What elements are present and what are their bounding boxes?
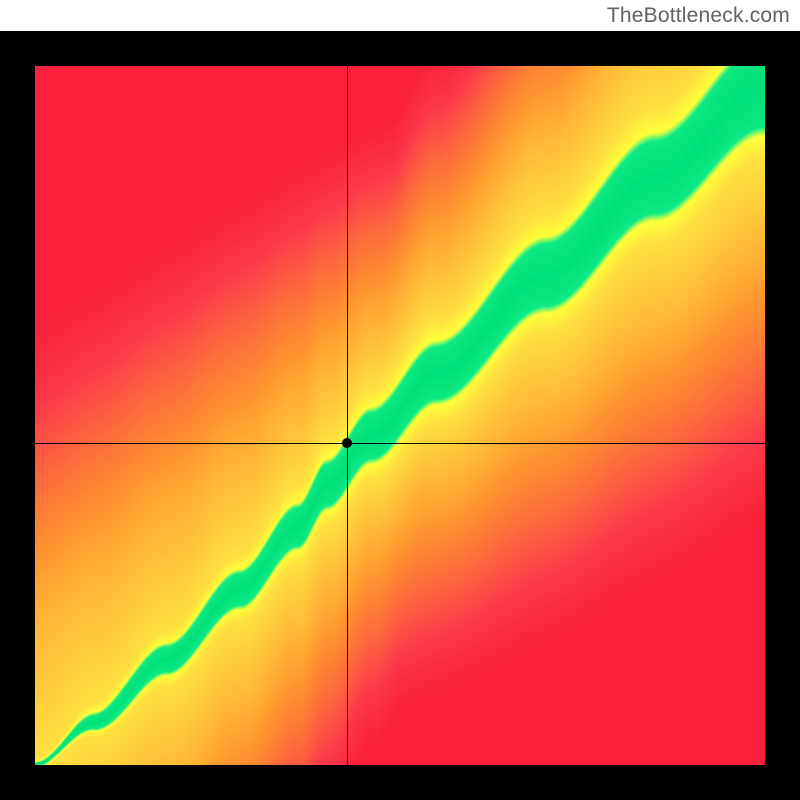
attribution-text: TheBottleneck.com: [607, 4, 790, 28]
crosshair-horizontal: [35, 443, 765, 444]
heatmap-canvas: [35, 66, 765, 765]
plot-area: [35, 66, 765, 765]
figure-container: TheBottleneck.com: [0, 0, 800, 800]
crosshair-vertical: [347, 66, 348, 765]
